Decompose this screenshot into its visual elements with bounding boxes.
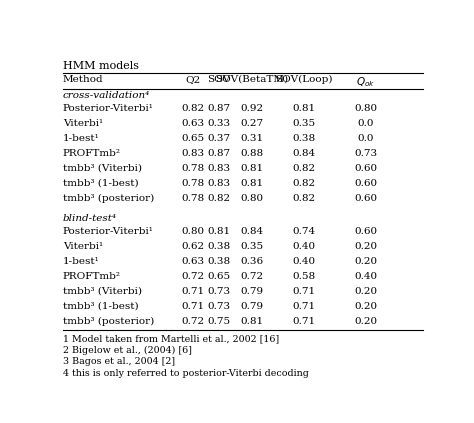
- Text: 0.80: 0.80: [182, 227, 205, 236]
- Text: Viterbi¹: Viterbi¹: [63, 242, 103, 251]
- Text: 0.73: 0.73: [208, 302, 231, 311]
- Text: 0.60: 0.60: [355, 194, 378, 203]
- Text: 2 Bigelow et al., (2004) [6]: 2 Bigelow et al., (2004) [6]: [63, 346, 192, 355]
- Text: 0.78: 0.78: [182, 194, 205, 203]
- Text: Method: Method: [63, 75, 103, 84]
- Text: 0.79: 0.79: [240, 287, 264, 296]
- Text: 0.20: 0.20: [355, 287, 378, 296]
- Text: 0.37: 0.37: [208, 134, 231, 143]
- Text: 0.83: 0.83: [208, 179, 231, 188]
- Text: 3 Bagos et al., 2004 [2]: 3 Bagos et al., 2004 [2]: [63, 357, 175, 366]
- Text: 0.71: 0.71: [182, 302, 205, 311]
- Text: 0.82: 0.82: [292, 194, 315, 203]
- Text: 0.87: 0.87: [208, 104, 231, 113]
- Text: PROFTmb²: PROFTmb²: [63, 148, 121, 158]
- Text: 0.75: 0.75: [208, 317, 231, 326]
- Text: 0.35: 0.35: [292, 119, 315, 128]
- Text: 0.88: 0.88: [240, 148, 264, 158]
- Text: 0.80: 0.80: [355, 104, 378, 113]
- Text: tmbb³ (1-best): tmbb³ (1-best): [63, 302, 138, 311]
- Text: 0.71: 0.71: [292, 302, 315, 311]
- Text: 0.60: 0.60: [355, 179, 378, 188]
- Text: $Q_{ok}$: $Q_{ok}$: [356, 75, 375, 88]
- Text: tmbb³ (Viterbi): tmbb³ (Viterbi): [63, 164, 142, 173]
- Text: 0.80: 0.80: [240, 194, 264, 203]
- Text: 0.73: 0.73: [355, 148, 378, 158]
- Text: 4 this is only referred to posterior-Viterbi decoding: 4 this is only referred to posterior-Vit…: [63, 369, 309, 378]
- Text: 0.82: 0.82: [292, 179, 315, 188]
- Text: 0.78: 0.78: [182, 164, 205, 173]
- Text: 0.83: 0.83: [208, 164, 231, 173]
- Text: SOV(BetaTM): SOV(BetaTM): [216, 75, 289, 84]
- Text: 1-best¹: 1-best¹: [63, 134, 100, 143]
- Text: 0.40: 0.40: [292, 242, 315, 251]
- Text: 0.58: 0.58: [292, 272, 315, 281]
- Text: 0.0: 0.0: [358, 134, 374, 143]
- Text: 0.35: 0.35: [240, 242, 264, 251]
- Text: 0.20: 0.20: [355, 242, 378, 251]
- Text: 0.63: 0.63: [182, 257, 205, 266]
- Text: SOV: SOV: [208, 75, 231, 84]
- Text: Viterbi¹: Viterbi¹: [63, 119, 103, 128]
- Text: 0.38: 0.38: [208, 242, 231, 251]
- Text: 0.36: 0.36: [240, 257, 264, 266]
- Text: 1-best¹: 1-best¹: [63, 257, 100, 266]
- Text: 0.65: 0.65: [208, 272, 231, 281]
- Text: 1 Model taken from Martelli et al., 2002 [16]: 1 Model taken from Martelli et al., 2002…: [63, 335, 279, 343]
- Text: blind-test⁴: blind-test⁴: [63, 214, 117, 223]
- Text: 0.60: 0.60: [355, 164, 378, 173]
- Text: 0.82: 0.82: [208, 194, 231, 203]
- Text: 0.65: 0.65: [182, 134, 205, 143]
- Text: Posterior-Viterbi¹: Posterior-Viterbi¹: [63, 104, 154, 113]
- Text: tmbb³ (posterior): tmbb³ (posterior): [63, 194, 154, 203]
- Text: 0.20: 0.20: [355, 257, 378, 266]
- Text: Posterior-Viterbi¹: Posterior-Viterbi¹: [63, 227, 154, 236]
- Text: tmbb³ (Viterbi): tmbb³ (Viterbi): [63, 287, 142, 296]
- Text: 0.78: 0.78: [182, 179, 205, 188]
- Text: 0.71: 0.71: [292, 287, 315, 296]
- Text: 0.84: 0.84: [292, 148, 315, 158]
- Text: HMM models: HMM models: [63, 60, 139, 71]
- Text: 0.71: 0.71: [182, 287, 205, 296]
- Text: 0.31: 0.31: [240, 134, 264, 143]
- Text: PROFTmb²: PROFTmb²: [63, 272, 121, 281]
- Text: 0.81: 0.81: [292, 104, 315, 113]
- Text: 0.84: 0.84: [240, 227, 264, 236]
- Text: 0.72: 0.72: [182, 272, 205, 281]
- Text: 0.0: 0.0: [358, 119, 374, 128]
- Text: 0.81: 0.81: [240, 317, 264, 326]
- Text: 0.20: 0.20: [355, 302, 378, 311]
- Text: 0.27: 0.27: [240, 119, 264, 128]
- Text: 0.20: 0.20: [355, 317, 378, 326]
- Text: 0.38: 0.38: [208, 257, 231, 266]
- Text: 0.81: 0.81: [240, 179, 264, 188]
- Text: 0.81: 0.81: [240, 164, 264, 173]
- Text: 0.72: 0.72: [240, 272, 264, 281]
- Text: 0.63: 0.63: [182, 119, 205, 128]
- Text: 0.83: 0.83: [182, 148, 205, 158]
- Text: 0.73: 0.73: [208, 287, 231, 296]
- Text: 0.62: 0.62: [182, 242, 205, 251]
- Text: 0.81: 0.81: [208, 227, 231, 236]
- Text: 0.33: 0.33: [208, 119, 231, 128]
- Text: 0.82: 0.82: [182, 104, 205, 113]
- Text: 0.40: 0.40: [355, 272, 378, 281]
- Text: 0.71: 0.71: [292, 317, 315, 326]
- Text: 0.74: 0.74: [292, 227, 315, 236]
- Text: 0.79: 0.79: [240, 302, 264, 311]
- Text: 0.60: 0.60: [355, 227, 378, 236]
- Text: 0.92: 0.92: [240, 104, 264, 113]
- Text: SOV(Loop): SOV(Loop): [275, 75, 332, 84]
- Text: 0.38: 0.38: [292, 134, 315, 143]
- Text: 0.40: 0.40: [292, 257, 315, 266]
- Text: Q2: Q2: [186, 75, 201, 84]
- Text: cross-validation⁴: cross-validation⁴: [63, 91, 150, 99]
- Text: 0.82: 0.82: [292, 164, 315, 173]
- Text: tmbb³ (1-best): tmbb³ (1-best): [63, 179, 138, 188]
- Text: 0.87: 0.87: [208, 148, 231, 158]
- Text: 0.72: 0.72: [182, 317, 205, 326]
- Text: tmbb³ (posterior): tmbb³ (posterior): [63, 317, 154, 326]
